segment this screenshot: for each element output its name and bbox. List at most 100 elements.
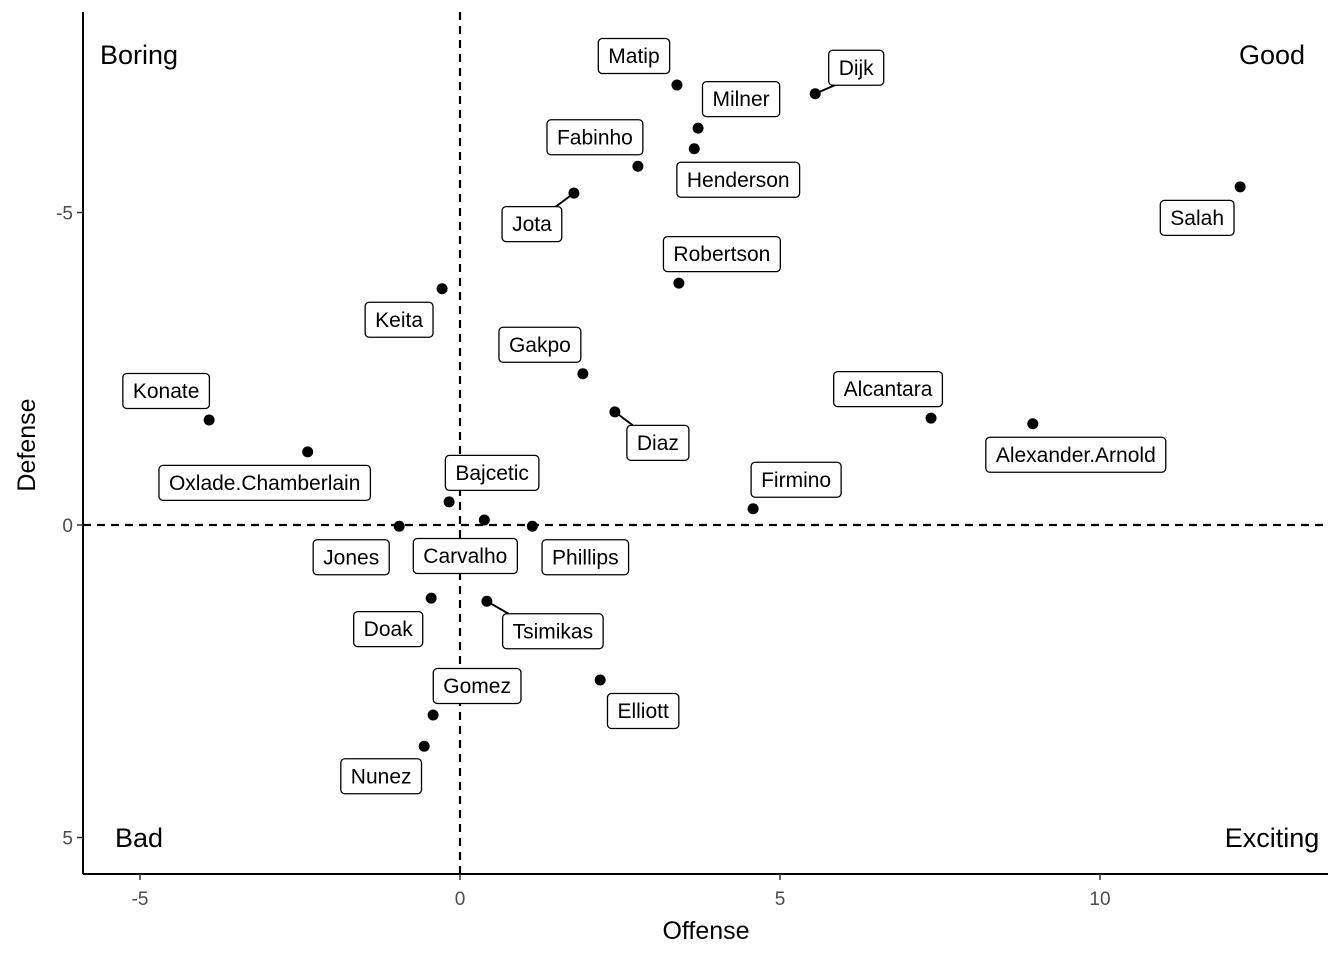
point-label-box <box>312 539 390 576</box>
quadrant-label-top-right: Good <box>1239 40 1305 70</box>
point-label-text: Diaz <box>637 432 679 455</box>
point-label: Fabinho <box>546 119 644 156</box>
axes: -5 0 5 10 -5 0 5 <box>56 12 1328 910</box>
point-label: Dijk <box>814 49 885 95</box>
point-label-box <box>501 205 563 243</box>
point-label-box <box>985 436 1167 473</box>
point-label-box <box>606 692 680 730</box>
point-label: Robertson <box>662 235 781 273</box>
point-label-box <box>676 161 801 198</box>
point-label: Elliott <box>606 692 680 730</box>
point-label: Alcantara <box>833 370 944 408</box>
y-tick-label: 5 <box>62 829 73 850</box>
point-label-text: Keita <box>375 309 423 332</box>
point-label-text: Alexander.Arnold <box>996 444 1156 467</box>
point-label: Gomez <box>432 667 522 705</box>
point-label-text: Carvalho <box>423 545 507 568</box>
point-label-text: Fabinho <box>557 126 633 149</box>
y-tick-label: 0 <box>62 516 73 537</box>
point-label-box <box>158 464 372 502</box>
x-tick-label: -5 <box>132 889 149 910</box>
point-label: Nunez <box>340 758 423 795</box>
data-point <box>673 277 685 289</box>
point-label-box <box>546 119 644 156</box>
data-point <box>425 592 437 604</box>
point-label: Alexander.Arnold <box>985 436 1167 473</box>
quadrant-label-top-left: Boring <box>100 40 178 70</box>
point-label-text: Salah <box>1170 207 1224 230</box>
point-label-text: Gomez <box>443 675 511 698</box>
y-tick-label: -5 <box>56 204 73 225</box>
data-point <box>692 122 704 134</box>
data-point <box>478 514 490 526</box>
point-label-text: Bajcetic <box>455 462 529 485</box>
point-label-text: Doak <box>364 618 414 641</box>
data-point <box>1234 181 1246 193</box>
data-point <box>443 496 455 508</box>
point-label-box <box>833 370 944 408</box>
x-tick-label: 10 <box>1089 889 1110 910</box>
point-label-text: Elliott <box>617 700 669 723</box>
point-label-box <box>626 424 690 462</box>
point-label-box <box>498 326 582 363</box>
point-label-box <box>597 37 671 75</box>
data-point <box>609 406 621 418</box>
point-label-text: Matip <box>608 45 659 68</box>
data-point <box>1027 418 1039 430</box>
point-labels: Matip Dijk Milner Henderson Fabinho Jota Salah… <box>122 37 1235 795</box>
y-axis-title: Defense <box>13 398 41 491</box>
point-label-text: Nunez <box>351 765 412 788</box>
point-label-text: Oxlade.Chamberlain <box>169 472 360 495</box>
point-label: Doak <box>353 610 424 648</box>
point-label-box <box>122 372 211 410</box>
point-label: Bajcetic <box>444 454 540 492</box>
point-label-box <box>364 301 434 338</box>
point-label: Tsimikas <box>486 600 604 650</box>
data-point <box>577 368 589 380</box>
data-point <box>568 187 580 199</box>
point-label: Matip <box>597 37 671 75</box>
point-label-text: Jota <box>512 213 552 236</box>
point-label-text: Phillips <box>552 546 619 569</box>
point-label-box <box>353 610 424 648</box>
data-point <box>302 446 314 458</box>
point-label: Henderson <box>676 161 801 198</box>
point-label-box <box>340 758 423 795</box>
point-label-box <box>750 461 842 498</box>
point-label-text: Jones <box>323 546 379 569</box>
quadrant-label-bottom-right: Exciting <box>1225 823 1320 853</box>
data-point <box>418 740 430 752</box>
data-point <box>481 595 493 607</box>
point-label: Jones <box>312 539 390 576</box>
point-label-box <box>501 613 604 650</box>
data-point <box>671 79 683 91</box>
point-label: Keita <box>364 301 434 338</box>
point-label-text: Alcantara <box>844 378 933 401</box>
point-label-box <box>701 80 781 118</box>
point-label: Konate <box>122 372 211 410</box>
point-label: Jota <box>501 192 575 243</box>
data-point <box>594 674 606 686</box>
point-label: Gakpo <box>498 326 582 363</box>
data-point <box>436 283 448 295</box>
x-axis-title: Offense <box>662 917 749 945</box>
data-point <box>427 709 439 721</box>
point-label-box <box>662 235 781 273</box>
data-point <box>747 503 759 515</box>
point-label-text: Gakpo <box>509 334 571 357</box>
point-label: Milner <box>701 80 781 118</box>
point-label-box <box>541 539 630 576</box>
point-label-text: Dijk <box>839 57 874 80</box>
point-label-box <box>1159 199 1235 237</box>
x-tick-label: 5 <box>775 889 786 910</box>
reference-lines <box>83 12 1328 874</box>
point-label: Carvalho <box>412 537 518 575</box>
data-point <box>203 414 215 426</box>
point-label: Phillips <box>541 539 630 576</box>
point-label-box <box>412 537 518 575</box>
point-label-text: Milner <box>712 88 769 111</box>
point-label-box <box>432 667 522 705</box>
data-point <box>632 160 644 172</box>
data-point <box>809 88 821 100</box>
